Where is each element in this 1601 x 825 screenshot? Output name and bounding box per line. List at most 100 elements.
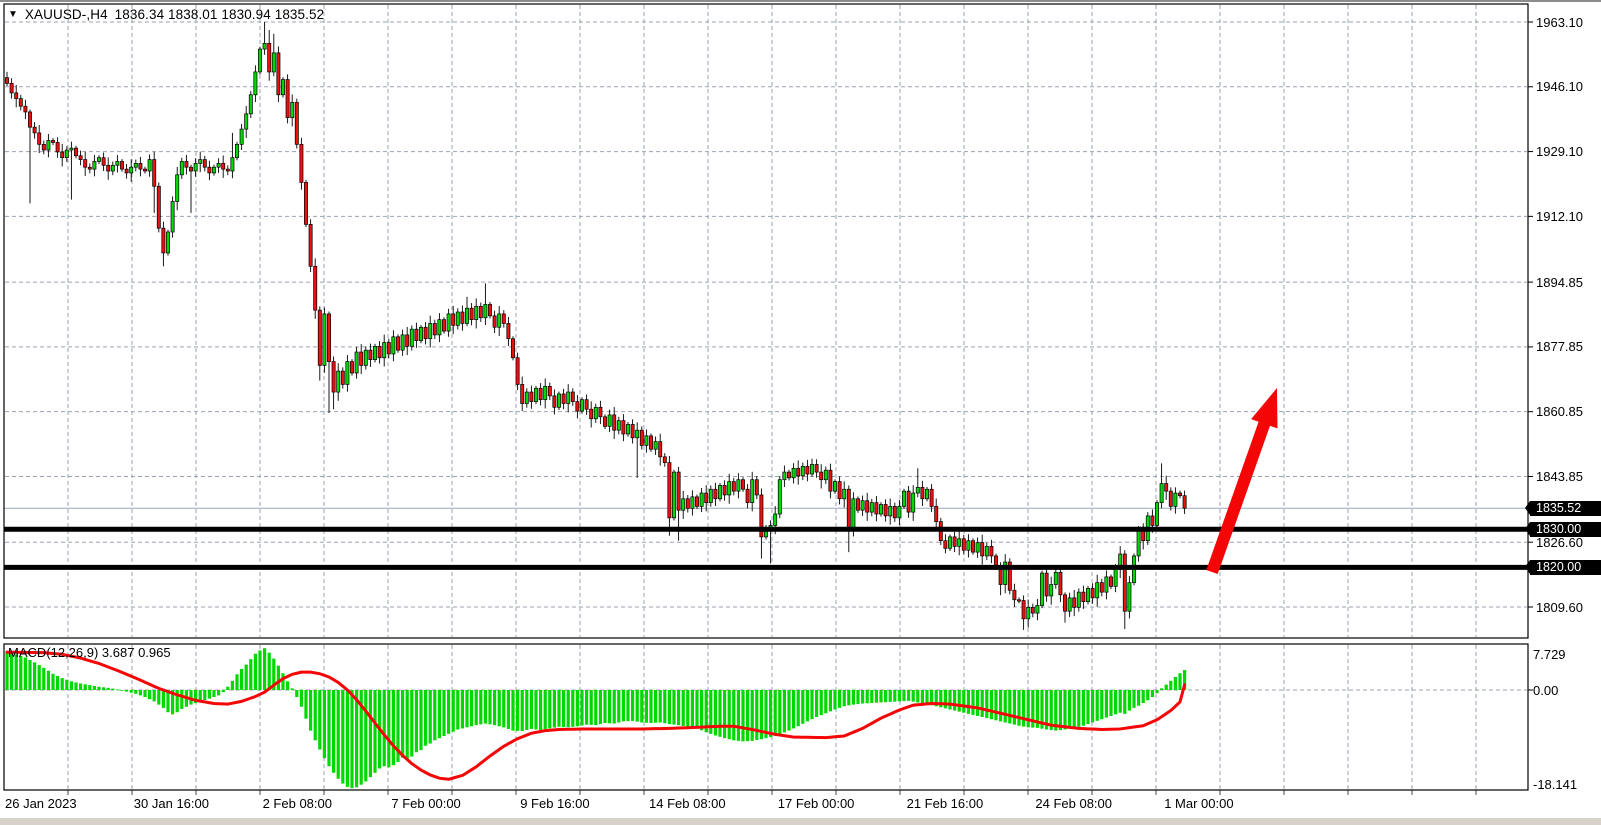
symbol-dropdown-icon[interactable]: ▼ [8,8,18,20]
candle [446,313,451,332]
candle [18,98,23,107]
candle [1159,483,1164,503]
candle [980,542,985,557]
price-axis-label: 1963.10 [1536,14,1583,30]
candle [828,469,833,492]
candle [170,201,175,233]
candle [929,488,934,507]
macd-bar [1146,690,1150,701]
macd-bar [948,690,952,710]
candle [598,406,603,418]
macd-bar [571,690,575,727]
candle [593,406,598,420]
trend-arrow[interactable] [1206,388,1278,574]
candle [179,161,184,176]
macd-bar [152,690,156,702]
candle [1067,597,1072,612]
candle [543,385,548,401]
macd-bar [281,673,285,690]
candle [1141,530,1146,542]
macd-bar [470,690,474,727]
macd-bar [138,690,142,696]
macd-bar [971,690,975,715]
candle [685,498,690,509]
chart-title-symbol: XAUUSD-,H4 [24,7,108,22]
candle [368,349,373,361]
candle [414,328,419,341]
candle [363,349,368,366]
macd-bar [336,690,340,779]
candle [998,567,1003,585]
macd-bar [437,690,441,739]
macd-bar [1114,690,1118,715]
price-axis-label: 1929.10 [1536,144,1583,160]
macd-bar [295,690,299,698]
candle [336,370,341,393]
macd-bar [368,690,372,778]
candle [934,506,939,522]
candle [1021,600,1026,620]
candle [759,494,764,538]
macd-bar [456,690,460,730]
candle [515,357,520,385]
macd-bar [782,690,786,733]
candle [612,414,617,431]
candle [653,441,658,450]
macd-bar [870,690,874,703]
candle [580,399,584,412]
macd-bar [511,690,515,731]
macd-bar [106,687,110,690]
macd-bar [828,690,832,712]
macd-bar [1173,677,1177,690]
macd-bar [1068,690,1072,729]
candle [1109,576,1113,587]
macd-bar [299,690,303,707]
candle [883,504,888,517]
macd-bar [350,690,354,789]
candle [1040,572,1044,606]
candle [437,319,442,336]
macd-bar [451,690,455,732]
macd-bar [37,665,41,690]
macd-bar [364,690,368,782]
candle [662,456,667,463]
candle [506,323,511,340]
candle [60,151,65,159]
macd-bar [129,690,133,693]
macd-bar [442,690,446,736]
candle [856,498,860,511]
candle [161,227,166,254]
candle [902,490,906,507]
macd-bar [750,690,754,741]
macd-bar [313,690,317,741]
macd-bar [1183,670,1187,690]
macd-bar [980,690,984,718]
macd-bar [194,690,198,703]
candle [722,485,727,496]
candle [152,159,157,187]
macd-bar [1012,690,1016,725]
macd-bar [585,690,589,725]
candle [216,163,221,168]
candle [244,113,249,130]
candle [925,488,929,500]
candle [317,309,322,366]
macd-bar [1160,688,1164,690]
macd-bar [957,690,961,712]
macd-bar [290,688,294,690]
macd-bar [488,690,492,725]
macd-axis-min-label: -18.141 [1533,777,1578,792]
candle [874,502,879,515]
candle [1173,492,1178,507]
macd-bar [930,690,934,706]
candle [253,71,258,96]
macd-bar [253,653,257,690]
candle [276,52,281,96]
candle [658,441,663,458]
macd-bar [902,690,906,702]
macd-bar [833,690,837,710]
macd-bar [612,690,616,724]
candle [212,166,216,174]
